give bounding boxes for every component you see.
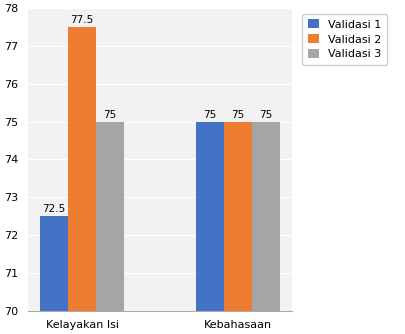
Text: 75: 75 [203, 110, 216, 120]
Text: 77.5: 77.5 [70, 15, 94, 25]
Text: 75: 75 [231, 110, 244, 120]
Bar [40, 216, 68, 334]
Legend: Validasi 1, Validasi 2, Validasi 3: Validasi 1, Validasi 2, Validasi 3 [303, 14, 387, 65]
Text: 75: 75 [103, 110, 117, 120]
Bar [224, 122, 252, 334]
Bar [96, 122, 124, 334]
Bar [68, 27, 96, 334]
Text: 75: 75 [259, 110, 272, 120]
Bar [196, 122, 224, 334]
Bar [252, 122, 279, 334]
Text: 72.5: 72.5 [43, 204, 66, 214]
